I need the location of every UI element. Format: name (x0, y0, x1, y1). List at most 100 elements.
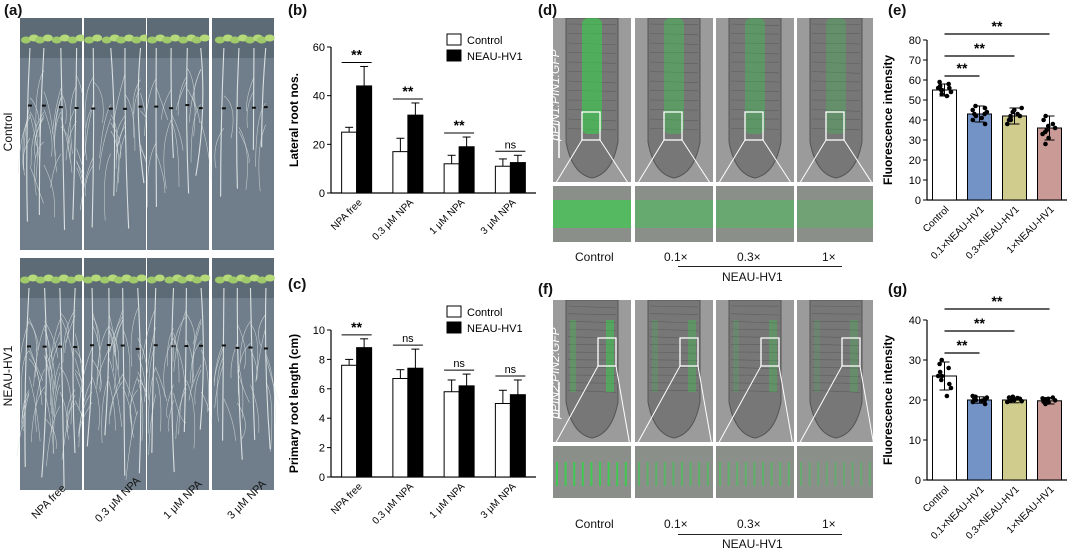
lateral-root (29, 97, 40, 138)
root-tip-mark (106, 344, 111, 347)
cotyledon (101, 36, 112, 44)
panel-f-label: (f) (538, 281, 553, 298)
lateral-root (125, 410, 139, 480)
y-tick-label: 10 (909, 175, 921, 187)
zoom-guide (635, 139, 665, 187)
lateral-root (59, 391, 68, 433)
lateral-root (132, 79, 141, 114)
lateral-root (44, 355, 52, 406)
lateral-root (177, 75, 188, 116)
lateral-root (200, 349, 209, 412)
lateral-root (74, 333, 85, 402)
lateral-root (91, 324, 102, 390)
cell-wall (730, 52, 780, 55)
lateral-root (54, 111, 62, 173)
lateral-root (148, 394, 157, 456)
legend-label: Control (467, 35, 502, 47)
y-tick-label: 10 (909, 435, 921, 447)
cell-wall (730, 382, 780, 385)
lateral-root (155, 376, 162, 432)
cell-wall (730, 23, 780, 26)
gfp-signal (826, 18, 846, 134)
cell-wall (730, 33, 780, 35)
lateral-root (112, 73, 126, 129)
significance-label: ** (957, 60, 968, 76)
panel-c-label: (c) (288, 276, 307, 293)
cotyledon (162, 36, 173, 44)
y-tick-label: 30 (909, 355, 921, 367)
lateral-root (163, 337, 174, 398)
root-outline (728, 300, 782, 439)
y-tick-label: 20 (313, 139, 325, 151)
lateral-root (214, 127, 225, 169)
root-tip-mark (90, 344, 95, 347)
root-tip-mark (185, 104, 190, 107)
cell-wall (649, 23, 699, 26)
lateral-root (96, 348, 110, 385)
gfp-signal (850, 320, 858, 392)
root-tip-mark (74, 106, 79, 109)
bar (1037, 400, 1062, 481)
root-tip-mark (251, 106, 256, 109)
data-point (938, 377, 944, 383)
lateral-root (238, 131, 250, 164)
group-line (678, 534, 842, 535)
cotyledon (42, 34, 53, 42)
root-tip-mark (120, 344, 125, 347)
chart-c: 0 2 4 6 8 10 Primary root length (cm) ** NPA fre… (287, 305, 536, 527)
x-tick-label: NPA free (329, 197, 365, 233)
legend-label: Control (467, 307, 502, 319)
data-point (946, 365, 951, 371)
data-point (972, 111, 977, 117)
lateral-root (155, 87, 169, 120)
lateral-root (43, 109, 53, 157)
cell-wall (730, 109, 780, 111)
cotyledon (131, 36, 142, 44)
bar (356, 347, 373, 478)
bar (443, 391, 460, 478)
chart-e: 0 10 20 30 40 50 60 70 80 Fluorescence intensity C… (881, 18, 1067, 262)
lateral-root (216, 356, 225, 422)
primary-root (183, 287, 187, 433)
lateral-root (186, 313, 195, 345)
lateral-root (52, 384, 61, 454)
cotyledon (51, 36, 62, 44)
root-tip-mark (235, 346, 240, 349)
gfp-signal (814, 320, 820, 392)
lateral-root (200, 121, 212, 180)
data-point (947, 85, 952, 91)
root-outline (728, 18, 782, 179)
gfp-signal (664, 18, 684, 134)
lateral-root (192, 319, 202, 382)
lateral-root (133, 87, 141, 138)
lateral-root (79, 157, 94, 211)
cell-wall (811, 321, 861, 323)
root-tip-mark (171, 345, 176, 348)
lateral-root (188, 364, 202, 401)
root-tip-mark (153, 344, 158, 347)
y-tick-label: 40 (313, 91, 325, 103)
lateral-root (223, 398, 236, 441)
primary-root (38, 47, 45, 216)
lateral-root (194, 369, 202, 405)
zoom-gfp (797, 200, 873, 228)
lateral-root (46, 405, 61, 467)
cell-wall (649, 344, 699, 346)
lateral-root (112, 320, 123, 371)
cotyledon (178, 36, 189, 44)
gfp-signal (745, 18, 765, 134)
cell-wall (649, 305, 699, 308)
legend-swatch (446, 305, 462, 318)
cotyledon (92, 34, 103, 42)
bottom-label: 0.1× (664, 250, 688, 264)
bottom-label: Control (575, 250, 614, 264)
significance-label: ** (957, 337, 968, 353)
lateral-root (18, 116, 31, 174)
y-tick-label: 40 (909, 315, 921, 327)
root-tip-mark (198, 107, 203, 110)
significance-label: ** (974, 315, 985, 331)
cotyledon (229, 36, 240, 44)
zoom-guide (681, 139, 713, 187)
y-axis-label: Fluorescence intensity (881, 55, 895, 185)
lateral-root (246, 76, 255, 112)
